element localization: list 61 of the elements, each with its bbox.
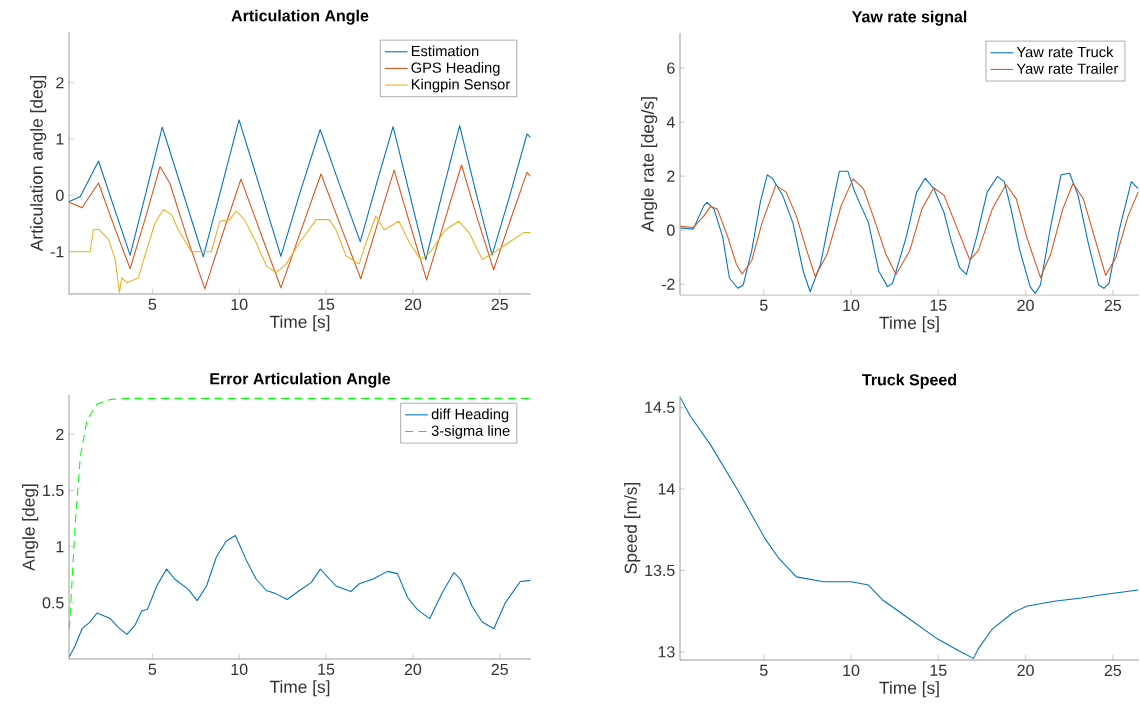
legend-label: Yaw rate Trailer [1016,63,1119,74]
legend-label: 3-sigma line [431,425,510,439]
y-tick-label: 14 [658,483,675,495]
y-tick-label: 1 [56,541,64,553]
x-tick-label: 20 [1017,664,1034,677]
y-tick-label: 0.5 [42,597,64,609]
x-tick-label: 15 [318,663,335,675]
y-tick-label: 0 [667,224,675,236]
line-series [680,397,1139,659]
x-tick-label: 15 [930,664,947,676]
line-series [69,119,531,261]
legend-label: Estimation [411,45,479,57]
y-tick-label: 2 [56,77,64,89]
y-tick-label: 2 [56,428,64,440]
y-tick-label: 6 [667,62,675,74]
legend-label: GPS Heading [411,62,500,76]
legend-label: Yaw rate Truck [1016,46,1114,58]
x-axis-title: Time [s] [269,315,330,332]
x-tick-label: 25 [491,298,508,311]
y-tick-label: 13 [658,646,675,658]
x-tick-label: 10 [843,664,860,677]
y-tick-label: 4 [666,116,675,128]
x-tick-label: 20 [404,298,422,311]
x-tick-label: 5 [759,299,768,311]
y-tick-label: 1 [56,133,64,145]
x-tick-label: 15 [318,298,335,310]
y-axis-title: Articulation angle [deg] [30,76,47,252]
x-axis-title: Time [s] [269,680,330,697]
y-tick-label: 0 [56,189,64,202]
x-tick-label: 25 [1104,299,1122,312]
x-tick-label: 5 [759,664,768,676]
x-axis-title: Time [s] [879,316,939,333]
x-tick-label: 25 [491,663,508,676]
y-tick-label: 1.5 [43,484,64,497]
x-tick-label: 20 [404,663,422,676]
x-axis-title: Time [s] [879,681,939,698]
x-tick-label: 10 [231,663,248,676]
x-tick-label: 20 [1017,299,1034,312]
x-tick-label: 10 [843,299,860,312]
line-series [69,397,531,630]
y-tick-label: -2 [661,278,675,290]
legend-label: Kingpin Sensor [411,78,510,93]
y-tick-label: 14.5 [645,401,675,413]
y-axis-title: Speed [m/s] [624,483,641,574]
y-tick-label: 13.5 [645,564,675,577]
x-tick-label: 5 [148,663,157,675]
y-axis-title: Angle rate [deg/s] [641,97,658,232]
line-series [69,164,531,290]
x-tick-label: 15 [930,299,947,311]
chart-title: Truck Speed [862,373,957,389]
chart-title: Error Articulation Angle [210,372,391,388]
y-tick-label: -1 [50,246,64,258]
legend-label: diff Heading [431,408,509,423]
chart-title: Yaw rate signal [851,10,967,26]
chart-title: Articulation Angle [231,9,369,25]
y-tick-label: 2 [667,170,675,182]
x-tick-label: 10 [231,298,248,311]
x-tick-label: 25 [1104,664,1122,677]
line-series [680,178,1139,278]
y-axis-title: Angle [deg] [22,484,39,571]
x-tick-label: 5 [148,298,157,310]
